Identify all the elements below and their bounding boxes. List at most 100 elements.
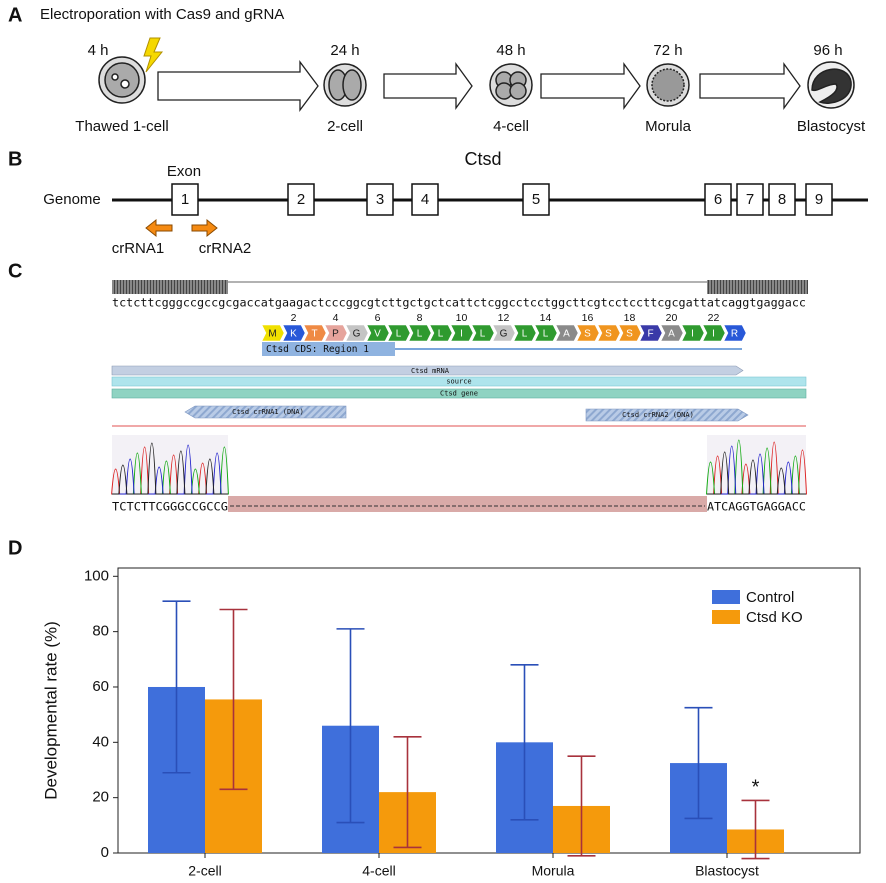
stage-time: 48 h [496,42,525,59]
exon [171,183,199,216]
blastocyst-wall [811,68,852,104]
legend-label: Control [746,589,794,606]
error-bar [336,628,365,824]
residue-box [261,324,285,342]
error-bar [393,735,422,849]
residue-box [303,324,327,342]
cell [104,62,140,98]
guide-label: crRNA2 [199,240,252,257]
cell [651,68,685,102]
exon [805,183,833,216]
feature-label: Ctsd crRNA2 (DNA) [622,411,694,419]
y-tick-label: 0 [101,844,109,861]
cds-label: Ctsd CDS: Region 1 [266,344,369,355]
residue: T [311,329,317,340]
stage-time: 96 h [813,42,842,59]
gene-name: Ctsd [464,149,501,169]
source-feature [111,376,807,387]
plot-frame [117,567,861,854]
track-label: Genome [43,191,101,208]
read-sequence: TCTCTTCGGGCCGCCG [112,500,228,514]
legend-swatch [712,590,740,604]
residue-box [345,324,369,342]
feature-label: Ctsd crRNA1 (DNA) [232,408,304,416]
error-bar [567,755,596,857]
aligned-block [707,280,808,294]
residue-box [639,324,663,342]
residue-box [387,324,411,342]
y-axis-label: Developmental rate (%) [41,621,60,800]
panel-label: C [8,260,22,282]
residue-number: 10 [456,312,468,324]
y-tick-label: 20 [92,789,109,806]
mrna-feature [111,365,744,376]
residue: L [480,329,486,340]
residue: L [522,329,528,340]
residue-box [366,324,390,342]
exon [366,183,394,216]
residue-box [681,324,705,342]
residue: S [584,329,591,340]
residue: K [290,329,297,340]
legend-label: Ctsd KO [746,609,803,626]
residue-number: 4 [333,312,339,324]
residue: F [647,329,653,340]
cds-label-box [262,342,395,356]
residue-number: 18 [624,312,636,324]
residue: S [626,329,633,340]
residue-number: 16 [582,312,594,324]
arrow [383,62,473,110]
error-bar [219,608,248,791]
stage-label: Blastocyst [797,118,866,135]
residue: L [543,329,549,340]
error-bar [741,799,770,860]
residue-box [576,324,600,342]
cell [509,82,527,100]
exon [411,183,439,216]
stage-label: 2-cell [327,118,363,135]
crrna2-feature [585,408,749,422]
residue: G [353,329,361,340]
residue-box [660,324,684,342]
gene-feature [111,388,807,399]
y-tick-label: 80 [92,623,109,640]
residue-number: 14 [540,312,552,324]
residue-box [471,324,495,342]
guide-label: crRNA1 [112,240,165,257]
aligned-block [112,280,228,294]
residue-number: 22 [708,312,720,324]
residue: I [460,329,463,340]
y-tick-label: 100 [84,567,109,584]
exon-label: Exon [167,163,201,180]
x-tick-label: Blastocyst [695,863,759,879]
residue-box [408,324,432,342]
residue-box [555,324,579,342]
panel-label: B [8,148,22,170]
residue-box [429,324,453,342]
exon-number: 6 [714,191,722,208]
legend-swatch [712,610,740,624]
read-sequence: ATCAGGTGAGGACC [707,500,806,514]
arrow [699,62,801,110]
feature-label: Ctsd mRNA [411,367,450,375]
embryos [98,37,855,109]
stage-label: 4-cell [493,118,529,135]
x-tick-label: 4-cell [362,863,395,879]
stage-label: Morula [645,118,692,135]
x-tick-label: Morula [532,863,575,879]
residue-number: 6 [375,312,381,324]
exon [704,183,732,216]
exon [522,183,550,216]
exon-number: 7 [746,191,754,208]
stage-label: Thawed 1-cell [75,118,168,135]
exon [736,183,764,216]
trace [707,445,806,495]
panel-label: A [8,4,22,26]
crrna1-feature [184,405,347,419]
reference-sequence: tctcttcgggccgccgcgaccatgaagactcccggcgtct… [112,296,806,310]
exon-number: 2 [297,191,305,208]
residue-number: 8 [417,312,423,324]
exon-number: 3 [376,191,384,208]
x-tick-label: 2-cell [188,863,221,879]
